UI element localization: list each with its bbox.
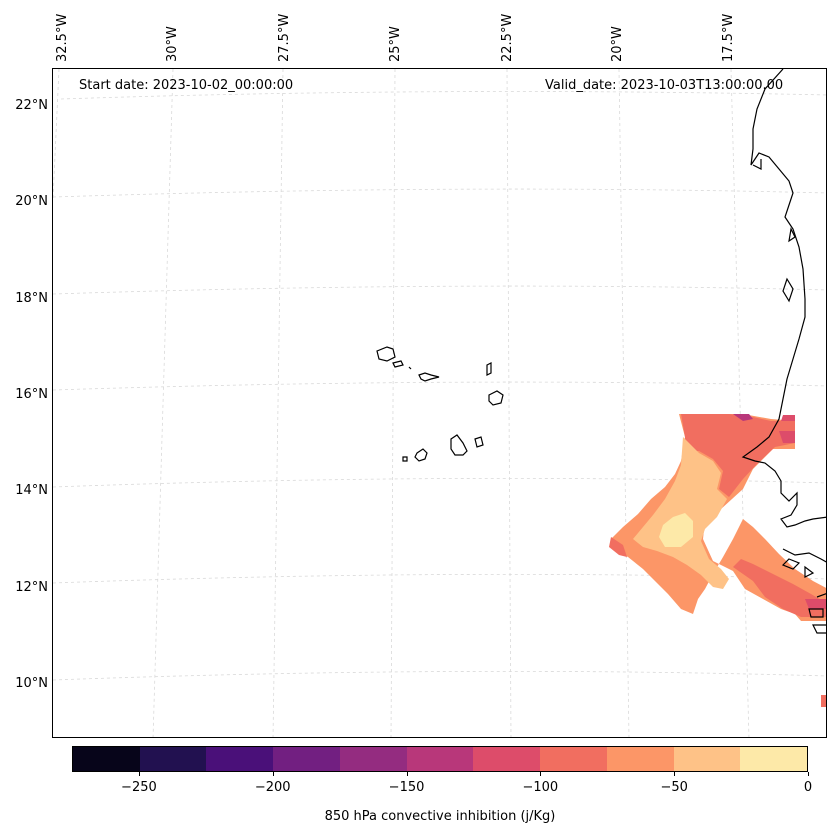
colorbar-segment-3 — [273, 747, 340, 771]
lat-label-12n: 12°N — [15, 580, 48, 595]
colorbar-tick-mark — [808, 772, 809, 776]
maio — [474, 436, 484, 448]
lon-label-22-5w: 22.5°W — [500, 13, 515, 62]
colorbar-tick-label: −200 — [254, 780, 291, 795]
cin-contours — [609, 414, 826, 707]
lat-label-16n: 16°N — [15, 387, 48, 402]
lon-label-25w: 25°W — [388, 26, 403, 62]
santo-antao — [376, 346, 396, 362]
colorbar-segment-10 — [740, 747, 808, 771]
colorbar-tick-mark — [406, 772, 408, 776]
start-date-label: Start date: 2023-10-02_00:00:00 — [79, 78, 294, 93]
lon-label-30w: 30°W — [165, 26, 180, 62]
gridlines — [53, 69, 826, 737]
lon-label-32-5w: 32.5°W — [55, 13, 70, 62]
cin-band-mid — [681, 414, 795, 497]
lon-label-20w: 20°W — [610, 26, 625, 62]
colorbar-segment-1 — [139, 747, 207, 771]
boa-vista — [488, 390, 504, 406]
colorbar-segment-4 — [339, 747, 407, 771]
coastlines — [376, 69, 826, 634]
sao-vicente — [392, 360, 404, 368]
colorbar — [72, 746, 808, 772]
brava — [402, 456, 408, 462]
colorbar-segment-8 — [606, 747, 674, 771]
colorbar-tick-mark — [272, 772, 274, 776]
africa-coastline — [741, 69, 826, 528]
santiago — [450, 434, 468, 456]
map-panel — [52, 68, 827, 738]
lat-label-18n: 18°N — [15, 291, 48, 306]
lon-label-17-5w: 17.5°W — [721, 13, 736, 62]
cin-band-deep — [781, 415, 795, 421]
colorbar-tick-mark — [674, 772, 676, 776]
colorbar-label: 850 hPa convective inhibition (j/Kg) — [324, 809, 556, 824]
colorbar-segment-6 — [473, 747, 541, 771]
cin-band-light — [633, 437, 729, 589]
colorbar-tick-label: −150 — [388, 780, 425, 795]
colorbar-tick-label: 0 — [803, 780, 813, 795]
colorbar-segment-7 — [540, 747, 607, 771]
colorbar-tick-label: −250 — [121, 780, 157, 795]
colorbar-tick-label: −100 — [522, 780, 559, 795]
colorbar-segment-5 — [406, 747, 474, 771]
colorbar-segment-2 — [206, 747, 274, 771]
sal — [486, 362, 492, 376]
santa-luzia — [408, 366, 412, 370]
valid-date-label: Valid_date: 2023-10-03T13:00:00.00 — [545, 78, 784, 93]
fogo — [414, 448, 428, 462]
cin-band-outer — [611, 414, 826, 621]
lat-label-10n: 10°N — [15, 676, 48, 691]
lon-label-27-5w: 27.5°W — [277, 13, 292, 62]
colorbar-tick-mark — [138, 772, 140, 776]
lat-label-22n: 22°N — [15, 98, 48, 113]
lat-label-14n: 14°N — [15, 483, 48, 498]
colorbar-segment-9 — [673, 747, 741, 771]
map-canvas — [53, 69, 826, 737]
colorbar-tick-mark — [540, 772, 542, 776]
colorbar-tick-label: −50 — [660, 780, 688, 795]
colorbar-segment-0 — [73, 747, 140, 771]
sao-nicolau — [418, 372, 440, 382]
cin-band-palest — [659, 513, 693, 547]
lat-label-20n: 20°N — [15, 194, 48, 209]
